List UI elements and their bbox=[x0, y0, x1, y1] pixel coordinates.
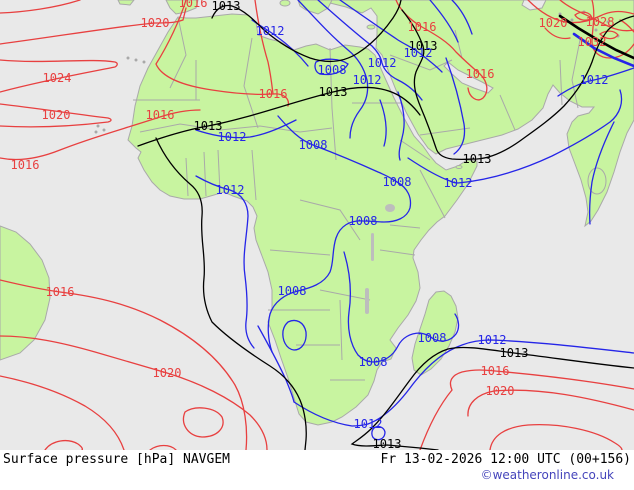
isobar-label-1016: 1016 bbox=[481, 364, 510, 378]
isobar-label-1016: 1016 bbox=[408, 20, 437, 34]
isobar-label-1008: 1008 bbox=[383, 175, 412, 189]
canary-islands bbox=[126, 56, 130, 60]
isobar-label-1016: 1016 bbox=[466, 67, 495, 81]
landmass-greece bbox=[297, 0, 333, 15]
isobar-label-1013: 1013 bbox=[409, 39, 438, 53]
persian-gulf bbox=[443, 61, 494, 94]
footer-bar: Surface pressure [hPa] NAVGEM Fr 13-02-2… bbox=[0, 450, 634, 490]
isobar-label-1012: 1012 bbox=[216, 183, 245, 197]
credit-text: ©weatheronline.co.uk bbox=[480, 468, 614, 482]
isobar-label-1008: 1008 bbox=[318, 63, 347, 77]
isobar-label-1016: 1016 bbox=[11, 158, 40, 172]
isobar-label-1016: 1016 bbox=[259, 87, 288, 101]
isobar-label-1008: 1008 bbox=[418, 331, 447, 345]
isobar-label-1012: 1012 bbox=[404, 46, 433, 60]
isobar-label-1012: 1012 bbox=[368, 56, 397, 70]
isobar-label-1020: 1020 bbox=[486, 384, 515, 398]
isobar-label-1012: 1012 bbox=[218, 130, 247, 144]
island-socotra bbox=[455, 165, 463, 169]
lake-malawi bbox=[365, 288, 369, 314]
isobar-label-1013: 1013 bbox=[212, 0, 241, 13]
isobar-label-1016: 1016 bbox=[146, 108, 175, 122]
lakes-and-islets bbox=[94, 10, 620, 314]
isobar-label-1024: 1024 bbox=[43, 71, 72, 85]
isobars-high-pressure bbox=[0, 0, 634, 450]
island-cyprus bbox=[366, 24, 376, 30]
cape-verde-islands bbox=[96, 124, 100, 128]
landmass-africa bbox=[127, 13, 478, 426]
isobar-label-1013: 1013 bbox=[373, 437, 402, 450]
isobar-label-1013: 1013 bbox=[319, 85, 348, 99]
cape-verde-islands bbox=[102, 128, 106, 132]
landmass-south-america bbox=[0, 225, 51, 361]
landmass-layer bbox=[0, 0, 634, 426]
isobar-label-1012: 1012 bbox=[580, 73, 609, 87]
cape-verde-islands bbox=[94, 130, 98, 134]
isobar-label-1013: 1013 bbox=[500, 346, 529, 360]
isobar-label-1028: 1028 bbox=[586, 15, 615, 29]
footer-row: Surface pressure [hPa] NAVGEM Fr 13-02-2… bbox=[0, 450, 634, 467]
pressure-map: 1016 1020 1024 1020 1016 1016 1016 1016 1016 1020… bbox=[0, 0, 634, 450]
isobar-label-1032: 1032 bbox=[578, 35, 607, 49]
lake-tanganyika bbox=[371, 233, 374, 261]
country-borders bbox=[133, 16, 581, 381]
isobar-label-1008: 1008 bbox=[359, 355, 388, 369]
landmass-asia bbox=[317, 0, 634, 228]
mountain-speckle bbox=[558, 12, 562, 16]
isobar-label-1012: 1012 bbox=[444, 176, 473, 190]
lake-victoria bbox=[385, 204, 395, 212]
isobar-label-1020: 1020 bbox=[153, 366, 182, 380]
isobar-label-1013: 1013 bbox=[194, 119, 223, 133]
canary-islands bbox=[142, 60, 146, 64]
isobar-label-1012: 1012 bbox=[478, 333, 507, 347]
isobar-label-1013: 1013 bbox=[463, 152, 492, 166]
credit-line: ©weatheronline.co.uk bbox=[0, 468, 634, 482]
island-sri-lanka bbox=[587, 167, 607, 195]
isobar-label-1008: 1008 bbox=[349, 214, 378, 228]
landmass-portugal-corner bbox=[117, 0, 135, 6]
isobar-label-1020: 1020 bbox=[141, 16, 170, 30]
isobar-label-1008: 1008 bbox=[278, 284, 307, 298]
mountain-speckle bbox=[606, 20, 610, 24]
valid-time: Fr 13-02-2026 12:00 UTC (00+156) bbox=[380, 452, 631, 467]
mountain-speckle bbox=[594, 28, 598, 32]
isobar-label-1008: 1008 bbox=[299, 138, 328, 152]
isobars-reference bbox=[137, 0, 634, 450]
isobar-label-1012: 1012 bbox=[256, 24, 285, 38]
canary-islands bbox=[134, 58, 138, 62]
isobar-label-1020: 1020 bbox=[42, 108, 71, 122]
isobar-label-1012: 1012 bbox=[353, 73, 382, 87]
isobar-label-1016: 1016 bbox=[179, 0, 208, 10]
map-title: Surface pressure [hPa] NAVGEM bbox=[3, 452, 230, 467]
island-sicily bbox=[279, 0, 291, 7]
isobar-labels-layer: 1016 1020 1024 1020 1016 1016 1016 1016 1016 1020… bbox=[11, 0, 615, 450]
isobars-low-pressure bbox=[195, 0, 634, 441]
isobar-label-1012: 1012 bbox=[354, 417, 383, 431]
isobar-label-1020: 1020 bbox=[539, 16, 568, 30]
isobar-label-1016: 1016 bbox=[46, 285, 75, 299]
landmass-iberia bbox=[165, 0, 199, 15]
mountain-speckle bbox=[570, 18, 574, 22]
